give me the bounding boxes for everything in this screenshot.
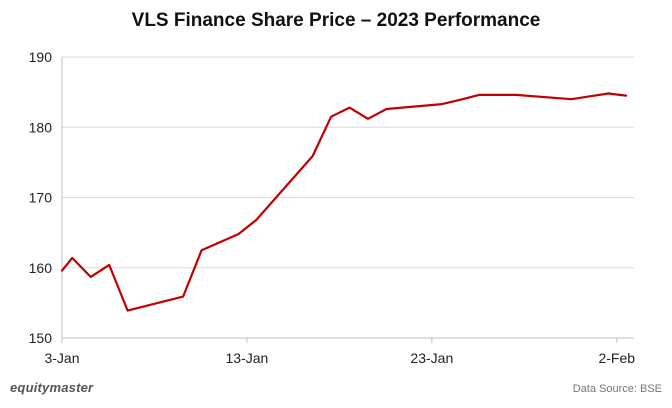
x-tick-label: 13-Jan: [226, 350, 269, 366]
y-tick-label: 160: [29, 260, 53, 276]
data-point: [330, 116, 332, 118]
x-tick-label: 3-Jan: [44, 350, 79, 366]
y-tick-label: 150: [29, 330, 53, 346]
y-tick-label: 170: [29, 190, 53, 206]
data-point: [237, 233, 239, 235]
data-point: [126, 309, 128, 311]
data-point: [589, 95, 591, 97]
gridlines: [62, 56, 634, 269]
data-point: [71, 257, 73, 259]
data-point: [200, 249, 202, 251]
data-point: [108, 264, 110, 266]
data-point: [348, 106, 350, 108]
data-point: [367, 118, 369, 120]
data-point: [478, 94, 480, 96]
data-point: [311, 155, 313, 157]
series-line-group: [60, 92, 628, 312]
data-point: [441, 103, 443, 105]
equitymaster-logo: equitymaster: [10, 380, 94, 395]
series-line: [60, 92, 628, 312]
chart-title: VLS Finance Share Price – 2023 Performan…: [131, 10, 541, 31]
y-axis: 150 160 170 180 190: [29, 49, 63, 346]
data-point: [61, 269, 63, 271]
data-point: [182, 295, 184, 297]
data-source-note: Data Source: BSE: [572, 383, 662, 395]
data-point: [255, 219, 257, 221]
data-point: [625, 94, 627, 96]
data-point: [458, 99, 460, 101]
y-tick-label: 190: [29, 49, 53, 65]
data-point: [89, 276, 91, 278]
y-tick-label: 180: [29, 119, 53, 135]
data-point: [570, 98, 572, 100]
data-point: [385, 108, 387, 110]
data-point: [607, 92, 609, 94]
x-axis: 3-Jan 13-Jan 23-Jan 2-Feb: [44, 337, 635, 366]
data-point: [515, 94, 517, 96]
x-tick-label: 23-Jan: [410, 350, 453, 366]
x-tick-label: 2-Feb: [598, 350, 635, 366]
